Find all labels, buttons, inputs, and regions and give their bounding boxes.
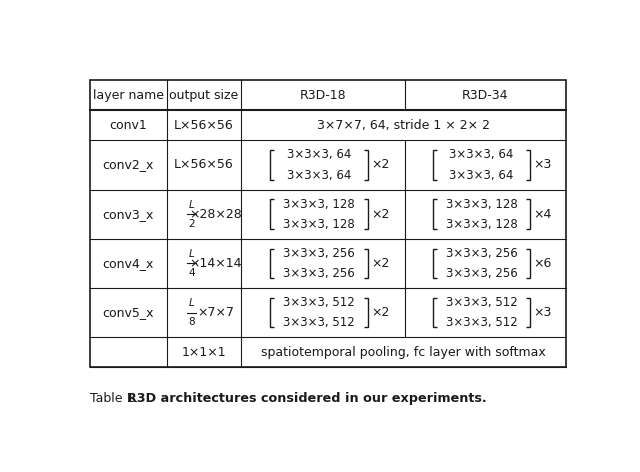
- Text: L×56×56: L×56×56: [174, 119, 234, 132]
- Text: ×2: ×2: [371, 159, 390, 171]
- Text: 3×3×3, 64: 3×3×3, 64: [449, 169, 514, 182]
- Text: 3×3×3, 512: 3×3×3, 512: [283, 316, 355, 329]
- Text: ×28×28: ×28×28: [189, 208, 242, 221]
- Text: 3×3×3, 128: 3×3×3, 128: [283, 218, 355, 231]
- Text: conv4_x: conv4_x: [102, 257, 154, 270]
- Text: ×2: ×2: [371, 208, 390, 221]
- Text: R3D architectures considered in our experiments.: R3D architectures considered in our expe…: [127, 392, 487, 405]
- Text: 3×3×3, 64: 3×3×3, 64: [287, 169, 351, 182]
- Text: L×56×56: L×56×56: [174, 159, 234, 171]
- Text: 3×3×3, 64: 3×3×3, 64: [287, 148, 351, 161]
- Text: conv5_x: conv5_x: [102, 306, 154, 319]
- Text: conv2_x: conv2_x: [102, 159, 154, 171]
- Text: L: L: [189, 249, 195, 259]
- Text: ×14×14: ×14×14: [189, 257, 242, 270]
- Text: 3×3×3, 64: 3×3×3, 64: [449, 148, 514, 161]
- Text: 3×3×3, 128: 3×3×3, 128: [445, 218, 517, 231]
- Text: 3×7×7, 64, stride 1 × 2× 2: 3×7×7, 64, stride 1 × 2× 2: [317, 119, 490, 132]
- Text: R3D-18: R3D-18: [300, 89, 346, 102]
- Text: layer name: layer name: [93, 89, 164, 102]
- Text: ×4: ×4: [533, 208, 552, 221]
- Bar: [90, 80, 566, 367]
- Text: output size: output size: [170, 89, 239, 102]
- Text: conv3_x: conv3_x: [102, 208, 154, 221]
- Text: ×3: ×3: [533, 159, 552, 171]
- Text: 3×3×3, 512: 3×3×3, 512: [445, 296, 517, 309]
- Text: spatiotemporal pooling, fc layer with softmax: spatiotemporal pooling, fc layer with so…: [261, 346, 546, 359]
- Text: 3×3×3, 256: 3×3×3, 256: [283, 267, 355, 280]
- Text: 3×3×3, 128: 3×3×3, 128: [445, 197, 517, 211]
- Text: 3×3×3, 256: 3×3×3, 256: [445, 267, 517, 280]
- Text: R3D-34: R3D-34: [462, 89, 509, 102]
- Text: conv1: conv1: [109, 119, 147, 132]
- Text: 1×1×1: 1×1×1: [182, 346, 227, 359]
- Text: 3×3×3, 512: 3×3×3, 512: [283, 296, 355, 309]
- Text: ×2: ×2: [371, 306, 390, 319]
- Text: L: L: [189, 200, 195, 210]
- Text: L: L: [189, 298, 195, 308]
- Text: 3×3×3, 256: 3×3×3, 256: [445, 247, 517, 260]
- Text: 3×3×3, 128: 3×3×3, 128: [283, 197, 355, 211]
- Text: 8: 8: [188, 317, 195, 327]
- Text: ×7×7: ×7×7: [197, 306, 234, 319]
- Text: ×2: ×2: [371, 257, 390, 270]
- Text: 3×3×3, 256: 3×3×3, 256: [283, 247, 355, 260]
- Text: 4: 4: [188, 268, 195, 278]
- Text: 3×3×3, 512: 3×3×3, 512: [445, 316, 517, 329]
- Text: 2: 2: [188, 219, 195, 228]
- Text: ×3: ×3: [533, 306, 552, 319]
- Text: Table 1.: Table 1.: [90, 392, 147, 405]
- Text: ×6: ×6: [533, 257, 552, 270]
